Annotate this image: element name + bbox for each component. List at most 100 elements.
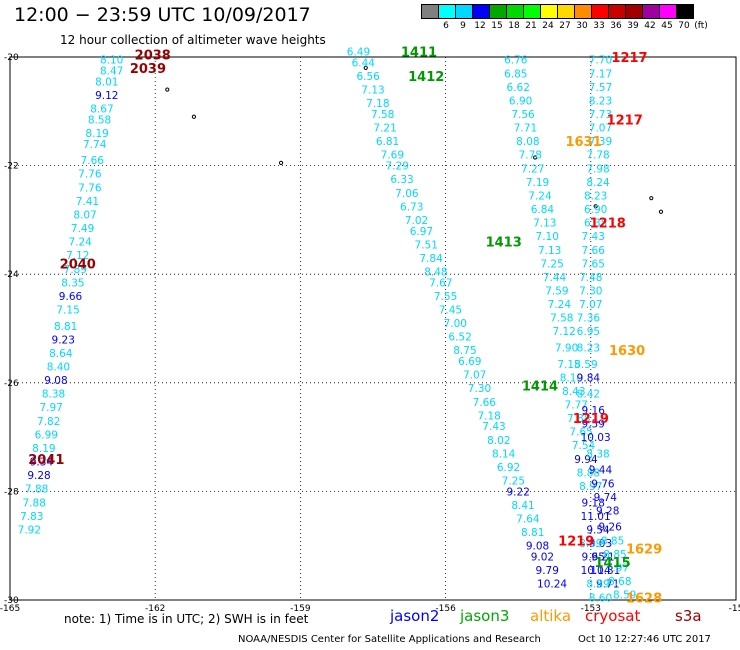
- wave-height-value: 8.19: [32, 443, 55, 455]
- wave-height-value: 7.73: [589, 109, 612, 121]
- island-outline: [593, 204, 598, 209]
- lon-tick-label: -153: [581, 604, 601, 614]
- wave-height-value: 7.15: [56, 304, 79, 316]
- wave-height-value: 7.88: [23, 497, 46, 509]
- credit-organization: NOAA/NESDIS Center for Satellite Applica…: [238, 634, 541, 645]
- wave-height-value: 8.08: [516, 136, 539, 148]
- wave-height-value: 11.01: [581, 511, 611, 523]
- wave-height-value: 7.56: [511, 109, 535, 121]
- pass-number: 1412: [408, 70, 444, 85]
- pass-number: 1219: [573, 412, 609, 427]
- pass-number: 2038: [135, 48, 171, 63]
- wave-height-value: 6.90: [509, 95, 532, 107]
- wave-height-value: 7.18: [366, 98, 389, 110]
- wave-height-value: 7.66: [473, 397, 497, 409]
- wave-height-value: 7.29: [386, 161, 409, 173]
- pass-number: 2040: [60, 257, 96, 272]
- wave-height-value: 8.14: [492, 448, 516, 460]
- lon-tick-label: -159: [290, 604, 311, 614]
- wave-height-value: 7.36: [577, 313, 601, 325]
- wave-height-value: 8.47: [100, 66, 123, 78]
- wave-height-value: 10.03: [581, 432, 611, 444]
- legend-label: 24: [542, 21, 554, 31]
- wave-height-value: 7.21: [373, 123, 396, 135]
- wave-height-value: 8.85: [601, 535, 624, 547]
- wave-height-value: 7.07: [589, 123, 612, 135]
- wave-height-value: 9.08: [44, 375, 67, 387]
- wave-height-value: 7.07: [579, 299, 602, 311]
- wave-height-value: 7.76: [78, 169, 102, 181]
- wave-height-value: 7.88: [567, 413, 590, 425]
- pass-number: 1413: [486, 236, 522, 251]
- wave-height-value: 7.24: [548, 299, 572, 311]
- lat-tick-label: -24: [4, 270, 19, 280]
- wave-height-value: 7.65: [582, 258, 605, 270]
- wave-height-value: 7.19: [526, 177, 549, 189]
- wave-height-value: 8.07: [73, 209, 96, 221]
- wave-height-value: 6.49: [347, 47, 370, 59]
- wave-height-value: 9.94: [574, 454, 598, 466]
- wave-height-value: 8.68: [608, 576, 631, 588]
- wave-height-value: 7.43: [582, 231, 605, 243]
- pass-number: 1415: [594, 556, 630, 571]
- wave-height-value: 8.75: [453, 345, 476, 357]
- wave-height-value: 7.13: [538, 245, 561, 257]
- satellite-label-s3a: s3a: [675, 607, 702, 625]
- wave-height-value: 7.13: [533, 218, 556, 230]
- wave-height-value: 10.31: [590, 565, 620, 577]
- wave-height-value: 7.25: [540, 258, 563, 270]
- wave-height-value: 6.92: [497, 462, 520, 474]
- wave-height-value: 6.97: [410, 226, 433, 238]
- wave-height-value: 6.33: [390, 174, 413, 186]
- wave-height-value: 8.81: [54, 321, 77, 333]
- island-outline: [165, 87, 170, 92]
- wave-height-value: 7.66: [582, 245, 606, 257]
- island-outline: [658, 209, 664, 214]
- satellite-label-jason3: jason3: [460, 607, 510, 625]
- wave-height-value: 6.35: [584, 218, 607, 230]
- lat-tick-label: -28: [4, 487, 19, 497]
- island-outlines: [165, 65, 664, 214]
- wave-height-value: 6.95: [577, 326, 600, 338]
- wave-height-value: 7.77: [565, 400, 588, 412]
- legend-labels: 6 9 12 15 18 21 24 27 30 33 36 39 42 45 70 (ft): [421, 19, 708, 35]
- legend-label: 45: [661, 21, 673, 31]
- wave-height-value: 8.38: [586, 448, 609, 460]
- wave-height-value: 9.76: [591, 478, 615, 490]
- wave-height-value: 8.23: [584, 190, 607, 202]
- legend-label: 42: [644, 21, 656, 31]
- pass-number: 1414: [522, 380, 558, 395]
- pass-number: 1218: [590, 217, 626, 232]
- legend-label: 39: [627, 21, 639, 31]
- wave-height-value: 8.64: [49, 348, 73, 360]
- wave-height-value: 9.03: [589, 538, 612, 550]
- wave-height-value: 8.01: [95, 76, 118, 88]
- wave-height-value: 8.81: [521, 527, 544, 539]
- wave-height-value: 7.74: [83, 139, 107, 151]
- wave-height-value: 7.45: [439, 304, 462, 316]
- wave-height-value: 7.15: [557, 359, 580, 371]
- wave-height-value: 7.78: [519, 150, 542, 162]
- wave-height-value: 7.27: [521, 163, 544, 175]
- wave-height-value: 7.06: [395, 188, 419, 200]
- wave-height-value: 7.49: [71, 223, 94, 235]
- wave-height-value: 8.58: [88, 114, 111, 126]
- wave-height-value: 7.39: [589, 136, 612, 148]
- wave-height-value: 7.71: [514, 123, 537, 135]
- wave-height-value: 7.51: [415, 239, 438, 251]
- legend-label: 12: [474, 21, 486, 31]
- wave-height-value: 7.24: [528, 190, 552, 202]
- wave-height-value: 9.26: [598, 522, 622, 534]
- pass-number: 1628: [626, 591, 662, 606]
- lat-tick-label: -30: [4, 596, 19, 606]
- wave-height-value: 7.59: [545, 285, 568, 297]
- wave-height-value: 8.88: [577, 467, 600, 479]
- wave-height-value: 9.21: [591, 552, 614, 564]
- pass-number: 1219: [558, 534, 594, 549]
- axis-ticks: -165 -162 -159 -156 -153 -15 -20 -22 -24 -26 -28 -3…: [0, 53, 740, 614]
- wave-height-value: 6.73: [400, 201, 423, 213]
- legend-swatches: [421, 4, 694, 19]
- pass-number: 2039: [130, 62, 166, 77]
- wave-height-value: 8.59: [574, 359, 597, 371]
- lon-tick-label: -156: [435, 604, 456, 614]
